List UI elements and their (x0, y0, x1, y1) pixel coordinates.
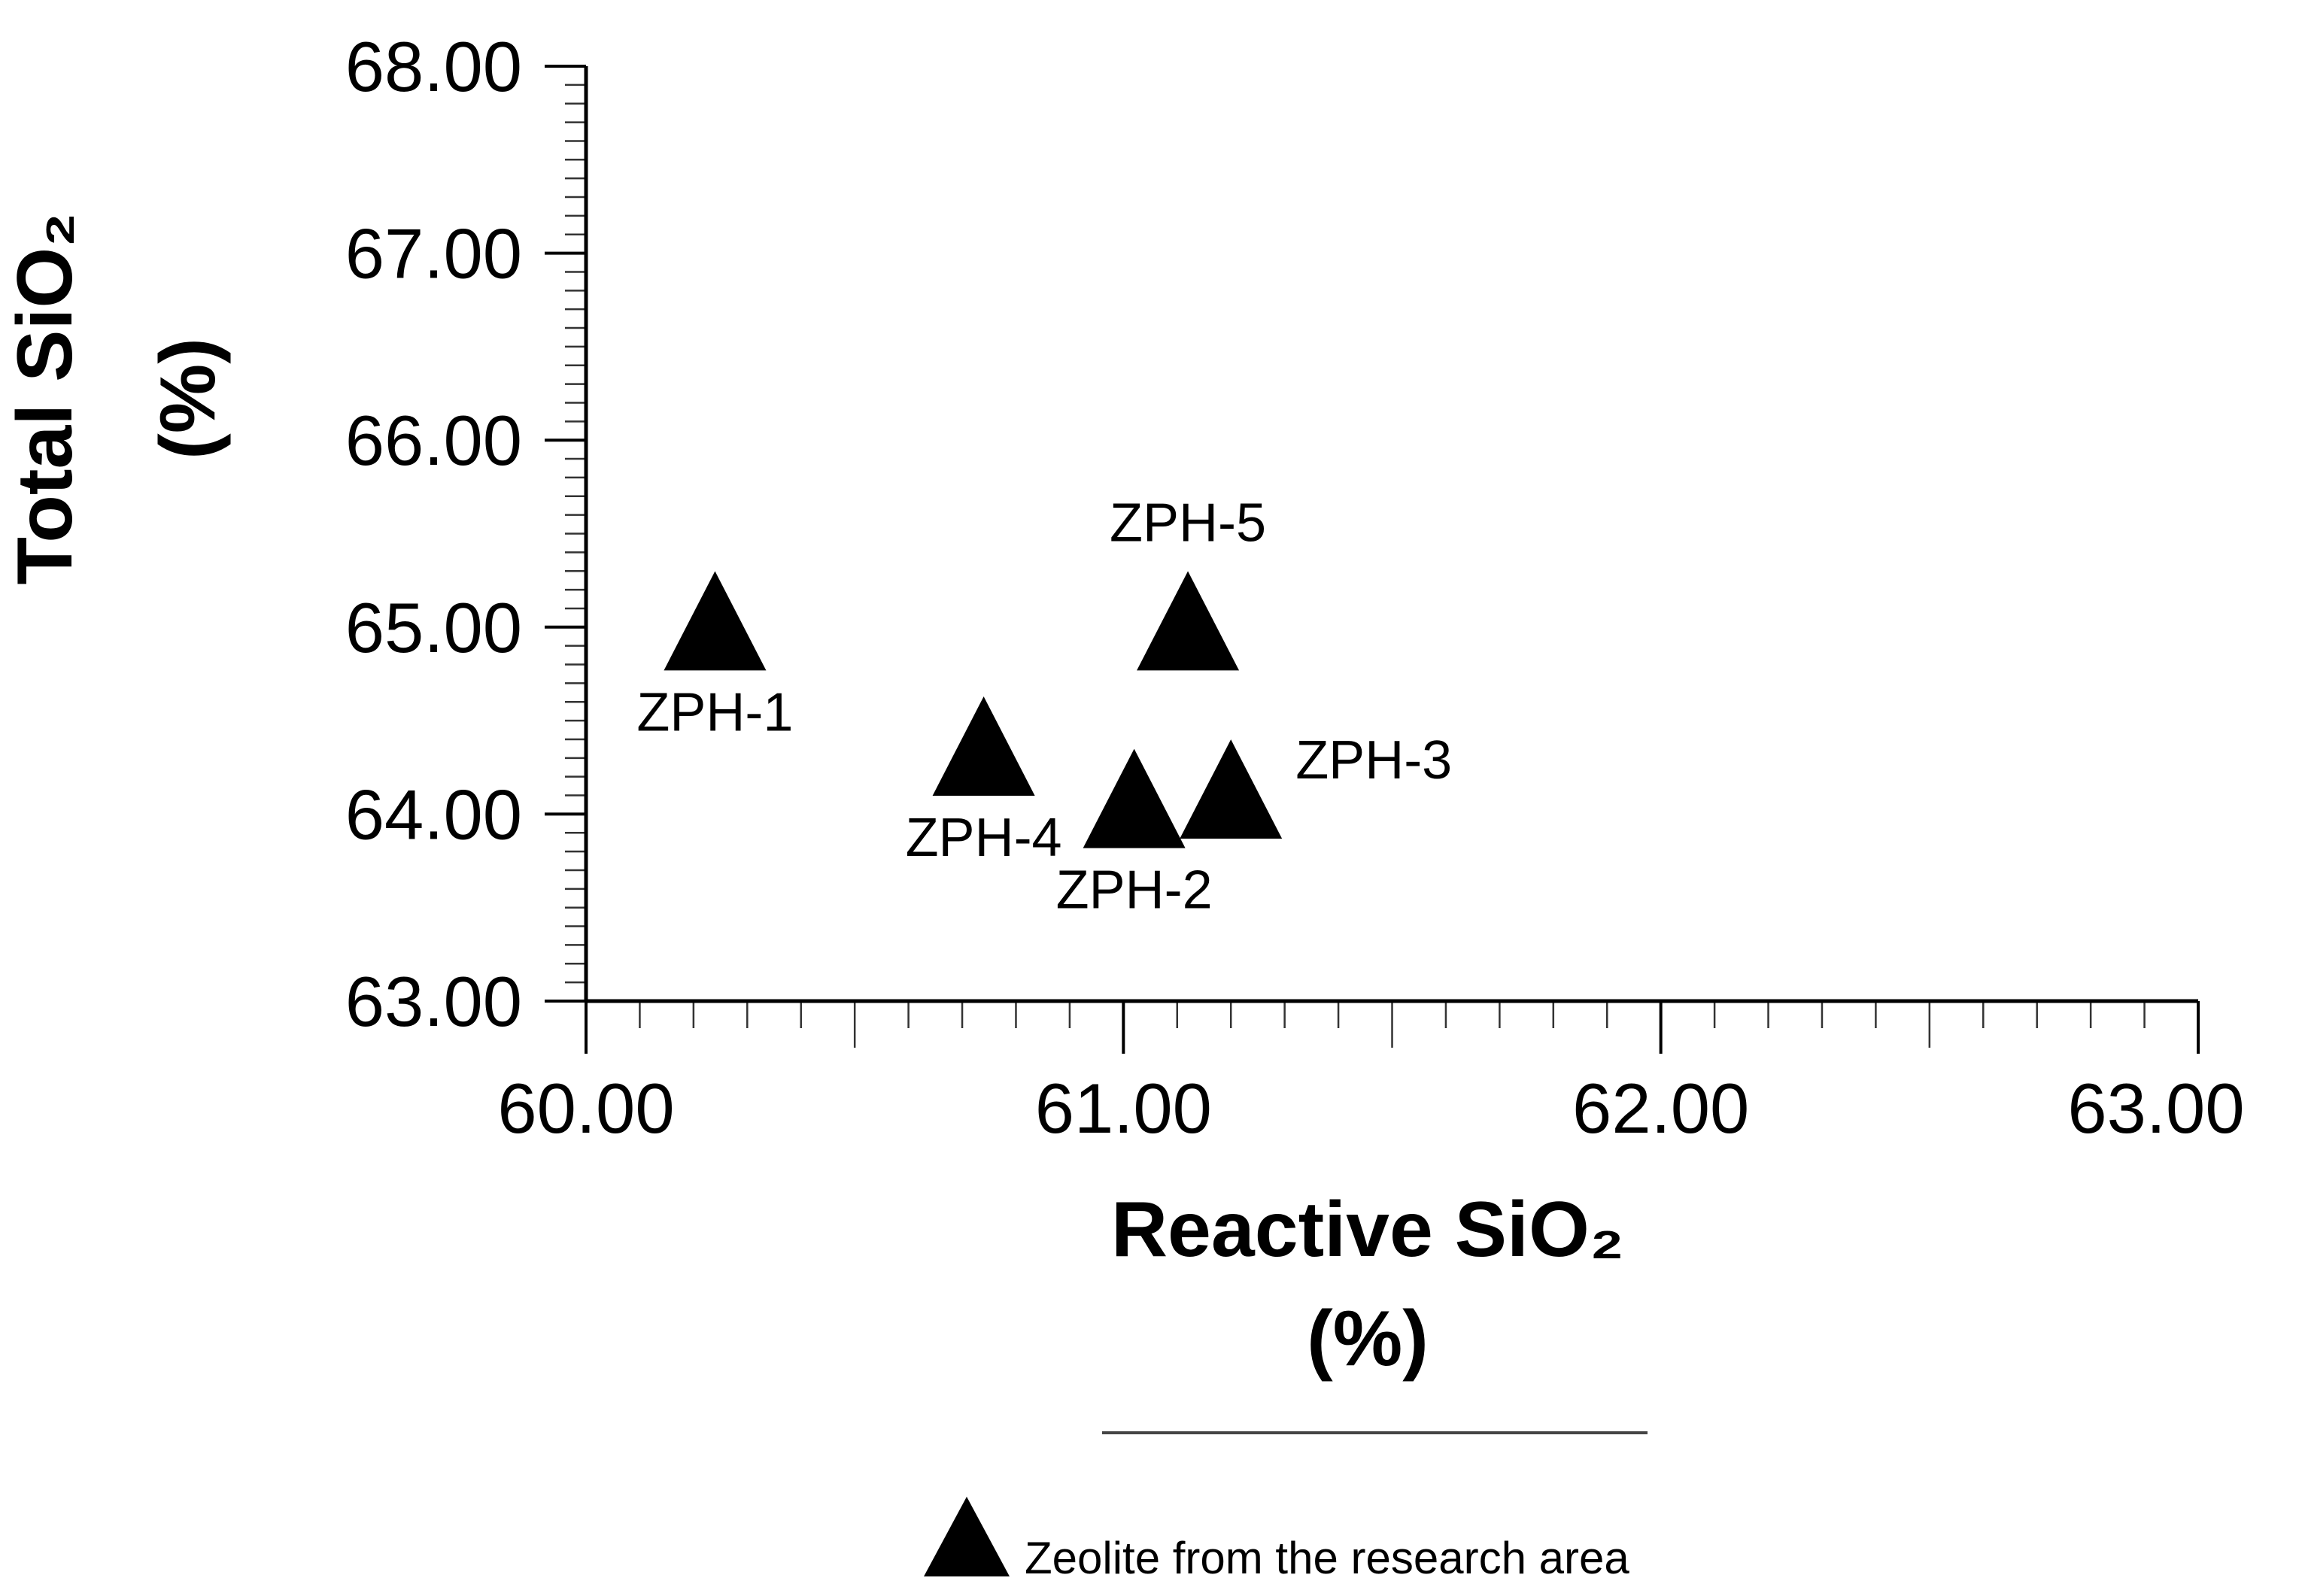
point-label-zph-4: ZPH-4 (906, 808, 1062, 868)
data-point-zph-2 (1083, 748, 1186, 848)
x-tick-label: 60.00 (497, 1069, 674, 1148)
y-axis-ticks: 63.00 64.00 65.00 66.00 67.00 68.00 (345, 27, 586, 1041)
data-point-zph-5 (1137, 571, 1240, 671)
point-label-zph-1: ZPH-1 (636, 682, 793, 742)
x-axis-title: Reactive SiO₂ (1111, 1186, 1624, 1273)
x-tick-label: 63.00 (2067, 1069, 2244, 1148)
point-label-zph-3: ZPH-3 (1295, 730, 1452, 790)
y-tick-label: 65.00 (345, 588, 522, 667)
y-tick-label: 68.00 (345, 27, 522, 106)
point-label-zph-5: ZPH-5 (1110, 493, 1266, 553)
x-axis-ticks: 60.00 61.00 62.00 63.00 (497, 1001, 2245, 1148)
data-point-zph-1 (664, 571, 767, 671)
data-point-zph-3 (1180, 739, 1283, 839)
legend-triangle-marker (924, 1497, 1010, 1576)
y-axis-unit: (%) (144, 338, 232, 460)
y-tick-label: 66.00 (345, 401, 522, 480)
legend: Zeolite from the research area (924, 1497, 1629, 1583)
legend-label: Zeolite from the research area (1025, 1533, 1629, 1583)
point-label-zph-2: ZPH-2 (1056, 860, 1213, 921)
y-tick-label: 67.00 (345, 214, 522, 293)
x-tick-label: 61.00 (1035, 1069, 1212, 1148)
y-tick-label: 63.00 (345, 962, 522, 1041)
data-point-zph-4 (932, 696, 1035, 796)
data-points: ZPH-1 ZPH-2 ZPH-3 ZPH-4 ZPH-5 (636, 493, 1452, 920)
y-tick-label: 64.00 (345, 775, 522, 854)
minor-ticks (565, 65, 2200, 1048)
x-axis-unit: (%) (1307, 1295, 1429, 1382)
y-axis-title: Total SiO₂ (2, 213, 89, 585)
x-tick-label: 62.00 (1572, 1069, 1749, 1148)
